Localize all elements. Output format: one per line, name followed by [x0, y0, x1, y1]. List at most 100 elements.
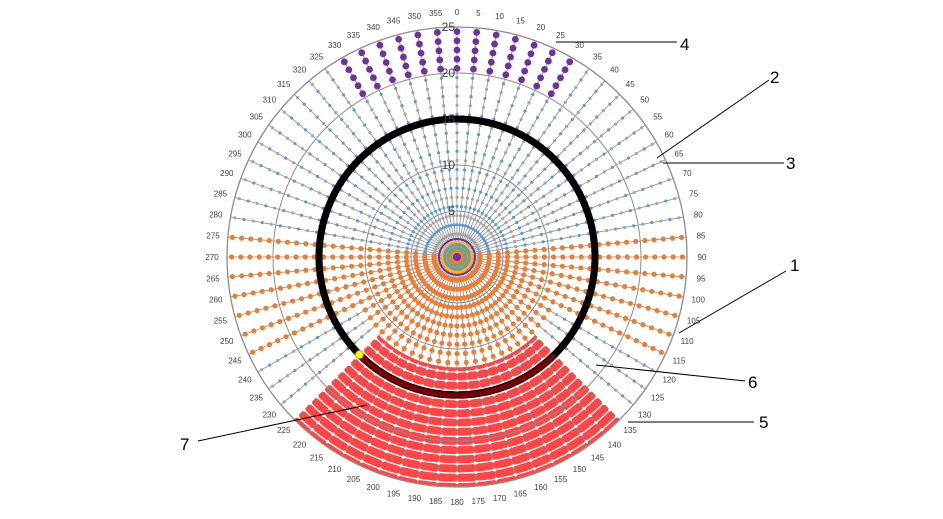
- data-point: [322, 122, 326, 126]
- data-point: [566, 225, 570, 229]
- data-point: [344, 225, 348, 229]
- center-point: [453, 253, 461, 261]
- data-point: [550, 459, 554, 463]
- callout-label-5: 5: [759, 413, 768, 432]
- data-point: [447, 224, 451, 228]
- data-point: [345, 66, 353, 74]
- data-point: [540, 108, 544, 112]
- data-point: [406, 338, 412, 344]
- data-point: [339, 264, 346, 270]
- data-point: [510, 104, 514, 108]
- data-point: [357, 371, 362, 375]
- data-point: [322, 96, 326, 101]
- data-point: [499, 350, 505, 356]
- data-point: [491, 333, 497, 339]
- data-point: [612, 282, 619, 288]
- angle-tick-label: 135: [624, 426, 638, 435]
- callout-label-2: 2: [770, 68, 779, 87]
- data-point: [506, 446, 510, 450]
- data-point: [563, 100, 567, 105]
- data-point: [481, 404, 485, 409]
- data-point: [417, 468, 422, 472]
- data-point: [475, 179, 479, 184]
- data-point: [368, 379, 372, 383]
- data-point: [360, 238, 364, 242]
- data-point: [516, 328, 522, 334]
- data-point: [398, 321, 404, 327]
- data-point: [427, 96, 431, 101]
- data-point: [303, 241, 309, 247]
- data-point: [286, 283, 292, 290]
- data-point: [477, 338, 483, 345]
- data-point: [302, 254, 308, 260]
- data-point: [455, 158, 459, 162]
- data-point: [547, 123, 551, 127]
- data-point: [551, 210, 555, 214]
- data-point: [536, 187, 540, 191]
- data-point: [535, 115, 540, 120]
- angle-tick-label: 180: [450, 498, 464, 507]
- data-point: [353, 326, 357, 330]
- data-point: [489, 126, 494, 130]
- data-point: [642, 147, 646, 151]
- data-point: [293, 254, 299, 260]
- data-point: [566, 58, 574, 66]
- data-point: [345, 385, 350, 389]
- data-point: [402, 142, 407, 147]
- data-point: [284, 156, 288, 160]
- data-point: [384, 153, 388, 157]
- data-point: [413, 226, 418, 230]
- reference-circle-dot: [323, 206, 331, 214]
- data-point: [374, 174, 378, 178]
- data-point: [585, 145, 589, 150]
- data-point: [387, 272, 393, 278]
- center-ring: [441, 241, 473, 273]
- data-point: [341, 93, 346, 97]
- data-point: [347, 216, 351, 220]
- data-point: [510, 200, 514, 204]
- data-point: [342, 450, 346, 454]
- data-point: [586, 331, 591, 335]
- data-point: [501, 428, 506, 432]
- data-point: [569, 369, 573, 373]
- data-point: [467, 113, 472, 117]
- data-point: [532, 261, 538, 267]
- data-point: [559, 237, 563, 241]
- data-point: [400, 104, 404, 108]
- data-point: [481, 327, 487, 334]
- data-point: [296, 122, 301, 126]
- data-point: [393, 147, 397, 152]
- data-point: [260, 184, 265, 188]
- data-point: [357, 254, 363, 260]
- data-point: [505, 254, 511, 260]
- data-point: [387, 401, 391, 405]
- data-point: [545, 287, 551, 293]
- data-point: [538, 302, 544, 308]
- data-point: [436, 321, 442, 327]
- data-point: [511, 464, 515, 468]
- reference-circle-dot: [494, 121, 503, 129]
- data-point: [595, 395, 599, 399]
- data-point: [418, 117, 422, 121]
- data-point: [608, 102, 612, 106]
- data-point: [578, 254, 584, 260]
- data-point: [379, 92, 383, 97]
- data-point: [492, 393, 496, 397]
- data-point: [408, 275, 414, 281]
- data-point: [455, 186, 459, 190]
- data-point: [362, 230, 366, 234]
- data-point: [427, 413, 431, 418]
- data-point: [488, 441, 492, 445]
- data-point: [316, 318, 323, 324]
- data-point: [428, 153, 432, 157]
- data-point: [239, 235, 245, 241]
- data-point: [485, 203, 489, 207]
- data-point: [472, 358, 478, 364]
- data-point: [460, 223, 465, 227]
- data-point: [669, 235, 675, 241]
- data-point: [558, 272, 564, 278]
- data-point: [375, 350, 379, 354]
- data-point: [574, 85, 578, 90]
- angle-tick-label: 285: [214, 190, 228, 199]
- data-point: [594, 89, 598, 93]
